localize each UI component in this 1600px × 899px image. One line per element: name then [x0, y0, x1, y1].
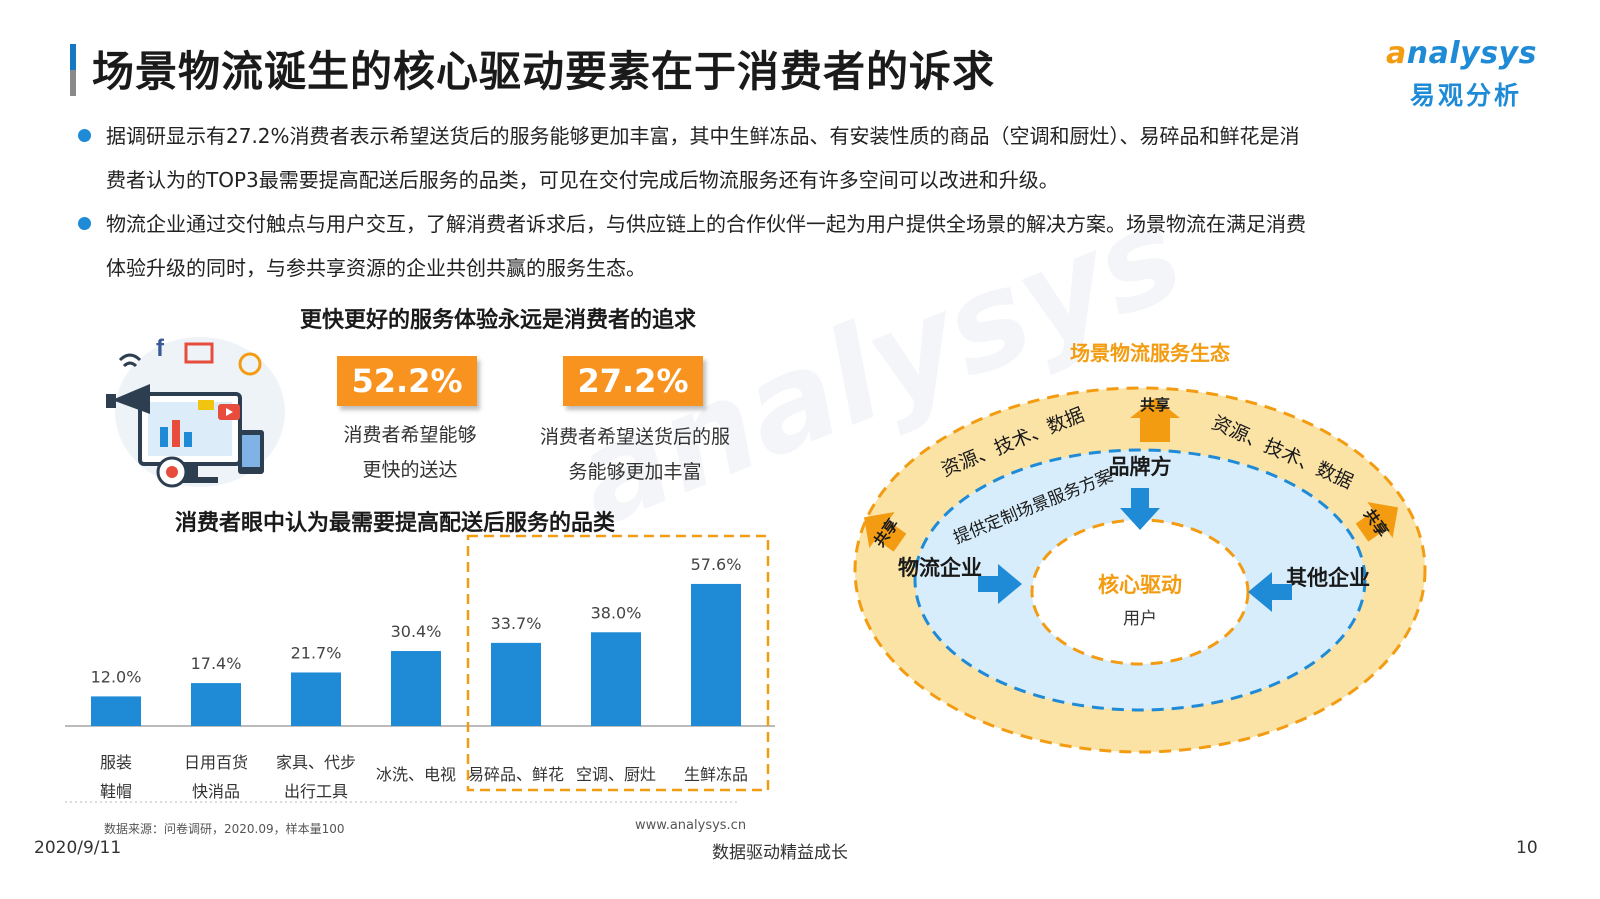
chart-title: 消费者眼中认为最需要提高配送后服务的品类	[175, 511, 616, 536]
core-subtitle: 用户	[1123, 609, 1157, 629]
title-accent-bar-gray	[70, 70, 76, 96]
bar-value-label: 38.0%	[591, 603, 642, 622]
category-tick-label: 快消品	[192, 782, 240, 801]
bullet-item: 据调研显示有27.2%消费者表示希望送货后的服务能够更加丰富，其中生鲜冻品、有安…	[78, 114, 1488, 202]
ecosystem-diagram: 场景物流服务生态 共享 共享 共享 资源、技术、数据 资源、技术、数据 品牌方 …	[853, 341, 1427, 754]
footer-date: 2020/9/11	[34, 838, 122, 858]
category-tick-label: 鞋帽	[100, 782, 132, 801]
share-arrow-top-icon	[1130, 398, 1180, 442]
logo-initial: a	[1386, 36, 1407, 71]
core-circle	[1032, 520, 1248, 664]
stat-caption-line: 消费者希望送货后的服	[539, 426, 730, 448]
stat-caption-richer-service: 消费者希望送货后的服 务能够更加丰富	[520, 420, 750, 490]
bar-value-label: 33.7%	[491, 614, 542, 633]
category-tick-label: 冰洗、电视	[376, 765, 456, 784]
logo-text: nalysys	[1406, 36, 1537, 71]
diagram-title: 场景物流服务生态	[1070, 341, 1230, 365]
bullet-line: 物流企业通过交付触点与用户交互，了解消费者诉求后，与供应链上的合作伙伴一起为用户…	[106, 212, 1306, 236]
core-title: 核心驱动	[1098, 573, 1182, 597]
share-label-top: 共享	[1140, 396, 1170, 414]
page-title: 场景物流诞生的核心驱动要素在于消费者的诉求	[92, 47, 996, 96]
site-url[interactable]: www.analysys.cn	[635, 818, 747, 833]
bar-value-label: 12.0%	[91, 667, 142, 686]
category-tick-label: 生鲜冻品	[684, 765, 748, 784]
bullet-line: 据调研显示有27.2%消费者表示希望送货后的服务能够更加丰富，其中生鲜冻品、有安…	[106, 124, 1300, 148]
stat-caption-line: 更快的送达	[362, 459, 458, 481]
category-tick-label: 日用百货	[184, 753, 248, 772]
bar	[91, 696, 141, 726]
others-label: 其他企业	[1286, 566, 1370, 590]
bar	[491, 642, 541, 726]
category-tick-label: 易碎品、鲜花	[468, 765, 564, 784]
bullet-item: 物流企业通过交付触点与用户交互，了解消费者诉求后，与供应链上的合作伙伴一起为用户…	[78, 202, 1488, 290]
footer-slogan: 数据驱动精益成长	[712, 843, 848, 863]
logo-cn: 易观分析	[1410, 81, 1523, 110]
marketing-illustration-icon: f	[106, 335, 285, 488]
brand-label: 品牌方	[1109, 455, 1172, 479]
bar	[291, 672, 341, 726]
stat-caption-line: 务能够更加丰富	[568, 461, 702, 483]
bullet-dot-icon	[78, 129, 91, 142]
bullet-list: 据调研显示有27.2%消费者表示希望送货后的服务能够更加丰富，其中生鲜冻品、有安…	[78, 114, 1488, 290]
logistics-label: 物流企业	[898, 556, 982, 580]
stat-caption-line: 消费者希望能够	[343, 424, 477, 446]
bullet-line: 体验升级的同时，与参共享资源的企业共创共赢的服务生态。	[106, 256, 646, 280]
highlight-box	[466, 534, 770, 792]
category-tick-label: 出行工具	[284, 782, 348, 801]
share-arrow-right-icon	[1355, 501, 1399, 542]
others-arrow-icon	[1248, 572, 1292, 612]
stat-caption-fast-delivery: 消费者希望能够 更快的送达	[310, 418, 510, 488]
bar	[391, 651, 441, 726]
bar	[691, 583, 741, 726]
bar-value-label: 30.4%	[391, 622, 442, 641]
page-number: 10	[1516, 838, 1538, 858]
logo: analysys	[1386, 36, 1537, 71]
stat-value-richer-service: 27.2%	[563, 356, 703, 406]
logistics-arrow-icon	[978, 564, 1022, 604]
data-source: 数据来源：问卷调研，2020.09，样本量100	[104, 822, 345, 836]
middle-ring-border	[913, 448, 1367, 712]
bullet-line: 费者认为的TOP3最需要提高配送后服务的品类，可见在交付完成后物流服务还有许多空…	[106, 168, 1059, 192]
stat-value-fast-delivery: 52.2%	[337, 356, 477, 406]
bar-value-label: 57.6%	[691, 555, 742, 574]
bar-value-label: 17.4%	[191, 654, 242, 673]
outer-ring-border	[853, 386, 1427, 754]
share-arrow-left-icon	[863, 511, 907, 552]
bullet-dot-icon	[78, 217, 91, 230]
brand-arrow-icon	[1120, 488, 1160, 530]
category-tick-label: 家具、代步	[276, 753, 356, 772]
bar-value-label: 21.7%	[291, 643, 342, 662]
bar	[191, 683, 241, 726]
stats-heading: 更快更好的服务体验永远是消费者的追求	[300, 308, 697, 333]
bar	[591, 632, 641, 726]
svg-text:f: f	[156, 335, 165, 362]
category-tick-label: 服装	[100, 753, 132, 772]
category-tick-label: 空调、厨灶	[576, 765, 656, 784]
